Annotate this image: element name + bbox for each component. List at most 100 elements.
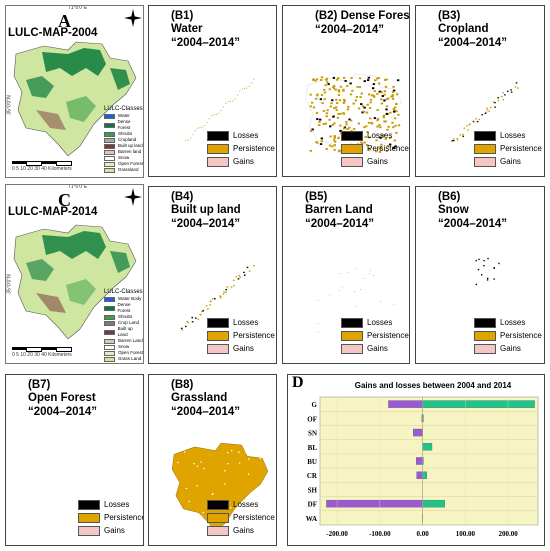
legend-swatch	[78, 513, 100, 523]
legend-swatch	[104, 150, 115, 155]
bar-G-s1	[423, 401, 535, 408]
panel-title: (B2) Dense Forest “2004–2014”	[315, 10, 410, 37]
legend-label: Losses	[367, 131, 392, 141]
legend-swatch	[104, 156, 115, 161]
panel-class-name: Water	[171, 23, 203, 35]
legend-label: Losses	[500, 318, 525, 328]
change-legend-item: Losses	[474, 318, 542, 328]
legend-swatch	[474, 131, 496, 141]
change-panel-b3: (B3) Cropland “2004–2014” Losses Persistence…	[415, 5, 545, 177]
panel-title: (B7) Open Forest “2004–2014”	[28, 379, 97, 419]
bar-BU-s0	[416, 457, 422, 464]
legend-label: Losses	[500, 131, 525, 141]
category-label: SN	[308, 430, 317, 438]
legend-swatch	[104, 168, 115, 173]
legend-label: Losses	[233, 500, 258, 510]
bar-BL-s1	[423, 443, 432, 450]
change-legend-item: Gains	[207, 157, 275, 167]
map-a-legend-title: LULC-Classes	[104, 106, 143, 112]
legend-label: Gains	[104, 526, 125, 536]
x-tick-label: -200.00	[326, 530, 348, 538]
legend-label: Persistence	[367, 331, 409, 341]
legend-swatch	[474, 331, 496, 341]
x-tick-label: 100.00	[456, 530, 476, 538]
change-legend-item: Persistence	[78, 513, 144, 523]
legend-swatch	[341, 157, 363, 167]
legend-label: Losses	[233, 131, 258, 141]
category-label: CR	[307, 472, 318, 480]
legend-label: Grassland	[118, 167, 139, 173]
change-legend-item: Gains	[474, 344, 542, 354]
legend-swatch	[207, 144, 229, 154]
map-c-legend: LULC-Classes Water Body Dense Forest Shrub…	[104, 289, 143, 362]
change-legend-item: Losses	[341, 131, 409, 141]
legend-label: Gains	[233, 157, 254, 167]
chart-title: Gains and losses between 2004 and 2014	[355, 381, 512, 390]
category-label: WA	[306, 515, 317, 523]
legend-swatch	[341, 331, 363, 341]
panel-code: (B3)	[438, 10, 460, 22]
legend-swatch	[474, 318, 496, 328]
x-tick-label: 0.00	[416, 530, 429, 538]
legend-label: Persistence	[500, 144, 542, 154]
change-legend: Losses Persistence Gains	[474, 131, 542, 170]
change-legend-item: Gains	[341, 157, 409, 167]
legend-swatch	[207, 318, 229, 328]
panel-code: (B2)	[315, 10, 337, 22]
change-panel-b8: (B8) Grassland “2004–2014” Losses Persistenc…	[148, 374, 277, 546]
map-c-scale-unit: Kilometers	[48, 352, 72, 358]
bar-DF-s0	[326, 500, 422, 507]
change-legend: Losses Persistence Gains	[207, 500, 275, 539]
legend-label: Gains	[367, 344, 388, 354]
legend-swatch	[207, 513, 229, 523]
map-c-scale-text: 0 5 10 20 30 40	[12, 352, 47, 358]
legend-label: Gains	[500, 344, 521, 354]
change-panel-b6: (B6) Snow “2004–2014” Losses Persistence Gain…	[415, 186, 545, 364]
legend-swatch	[104, 132, 115, 137]
change-legend: Losses Persistence Gains	[474, 318, 542, 357]
legend-swatch	[104, 297, 115, 302]
panel-title: (B5) Barren Land “2004–2014”	[305, 191, 374, 231]
map-a-legend: LULC-Classes Water Dense Forest Shrubs Crop…	[104, 106, 143, 173]
legend-swatch	[104, 306, 115, 311]
bar-SN-s0	[413, 429, 422, 436]
change-legend-item: Persistence	[474, 331, 542, 341]
panel-code: (B5)	[305, 191, 327, 203]
panel-letter-d: D	[292, 374, 304, 392]
lulc-map-2014: C LULC-MAP-2014 71°0'0"E 35°0'0"N LULC-C…	[5, 184, 144, 364]
category-label: SH	[308, 486, 318, 494]
panel-title: (B8) Grassland “2004–2014”	[171, 379, 240, 419]
mapC-legend-item: Dense Forest	[104, 302, 143, 314]
panel-title: (B1) Water “2004–2014”	[171, 10, 240, 50]
legend-swatch	[341, 318, 363, 328]
bar-DF-s1	[423, 500, 445, 507]
legend-label: Built up Land	[118, 326, 143, 338]
legend-swatch	[207, 526, 229, 536]
legend-label: Persistence	[233, 513, 275, 523]
map-c-scale: 0 5 10 20 30 40 Kilometers	[12, 347, 72, 358]
panel-class-name: Dense Forest	[341, 10, 410, 22]
legend-swatch	[104, 345, 115, 350]
change-legend-item: Gains	[474, 157, 542, 167]
x-tick-label: 200.00	[498, 530, 518, 538]
panel-title: (B6) Snow “2004–2014”	[438, 191, 507, 231]
legend-swatch	[341, 144, 363, 154]
legend-swatch	[104, 138, 115, 143]
change-legend-item: Losses	[207, 131, 275, 141]
legend-swatch	[104, 321, 115, 326]
x-tick-label: -100.00	[369, 530, 391, 538]
legend-label: Gains	[233, 526, 254, 536]
legend-swatch	[341, 131, 363, 141]
legend-swatch	[104, 144, 115, 149]
change-legend-item: Gains	[207, 344, 275, 354]
change-legend: Losses Persistence Gains	[78, 500, 144, 539]
bar-CR-s1	[423, 472, 427, 479]
change-legend-item: Persistence	[341, 144, 409, 154]
change-legend-item: Persistence	[341, 331, 409, 341]
change-panel-b1: (B1) Water “2004–2014” Losses Persistence Gai…	[148, 5, 277, 177]
change-legend-item: Persistence	[207, 144, 275, 154]
legend-label: Gains	[500, 157, 521, 167]
category-label: BU	[307, 458, 317, 466]
panel-years: “2004–2014”	[315, 24, 410, 37]
mapA-legend-item: Grassland	[104, 167, 143, 173]
